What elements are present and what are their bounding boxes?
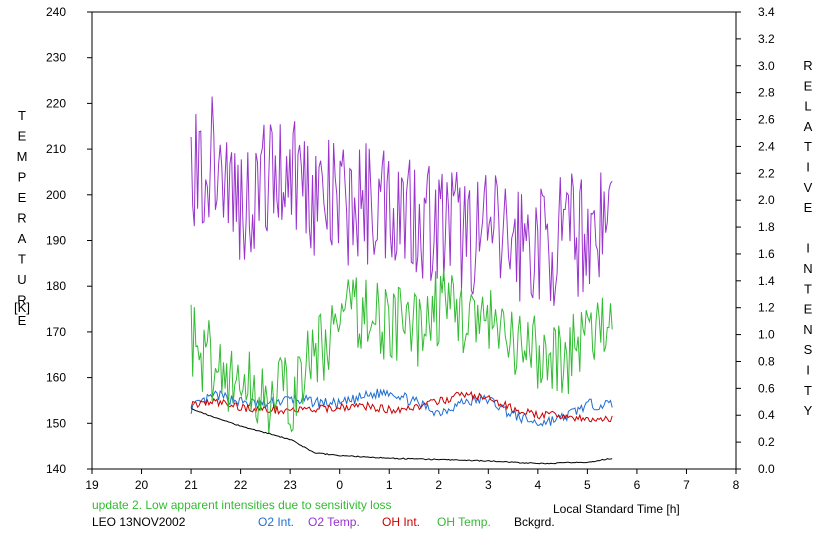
x-tick-label: 22	[234, 478, 248, 492]
y-right-label-letter: I	[806, 160, 810, 175]
legend-entry: Bckgrd.	[514, 515, 555, 529]
y-left-label-letter: A	[18, 231, 27, 246]
y-left-tick-label: 160	[46, 371, 66, 385]
y-right-label-letter: V	[804, 180, 813, 195]
y-right-tick-label: 3.0	[758, 59, 775, 73]
x-tick-label: 1	[386, 478, 393, 492]
x-tick-label: 2	[435, 478, 442, 492]
y-left-label-letter: T	[18, 252, 26, 267]
series-line	[191, 408, 613, 465]
y-right-tick-label: 3.2	[758, 32, 775, 46]
y-right-label-letter: N	[803, 261, 812, 276]
y-right-tick-label: 1.4	[758, 274, 775, 288]
y-left-label-letter: M	[17, 149, 28, 164]
y-left-label-letter: R	[17, 211, 26, 226]
y-left-tick-label: 180	[46, 279, 66, 293]
x-tick-label: 3	[485, 478, 492, 492]
series-line	[190, 268, 613, 434]
x-tick-label: 5	[584, 478, 591, 492]
y-left-label-letter: P	[18, 170, 27, 185]
station-text: LEO 13NOV2002	[92, 515, 186, 529]
y-right-tick-label: 1.8	[758, 220, 775, 234]
y-right-tick-label: 2.0	[758, 193, 775, 207]
x-tick-label: 7	[683, 478, 690, 492]
y-right-tick-label: 0.4	[758, 408, 775, 422]
x-tick-label: 23	[283, 478, 297, 492]
y-right-tick-label: 3.4	[758, 5, 775, 19]
y-right-label-letter: T	[804, 139, 812, 154]
y-left-label-letter: U	[17, 272, 26, 287]
x-tick-label: 8	[733, 478, 740, 492]
legend-entry: O2 Int.	[258, 515, 294, 529]
legend-entry: OH Int.	[382, 515, 420, 529]
y-right-label-letter: T	[804, 383, 812, 398]
axes: 19 20 21 22 23 0 1 2 3 4 5 6 7 8140150160170180190200…	[46, 5, 775, 492]
y-right-tick-label: 0.8	[758, 354, 775, 368]
y-right-tick-label: 1.6	[758, 247, 775, 261]
y-right-tick-label: 0.6	[758, 381, 775, 395]
y-left-label-letter: R	[17, 293, 26, 308]
y-right-label-letter: T	[804, 281, 812, 296]
series-group	[190, 96, 613, 465]
y-right-tick-label: 1.2	[758, 301, 775, 315]
legend-entry: O2 Temp.	[308, 515, 360, 529]
x-tick-label: 20	[135, 478, 149, 492]
y-right-label-letter: N	[803, 322, 812, 337]
y-right-label-letter: I	[806, 363, 810, 378]
y-left-unit: [K]	[14, 300, 30, 315]
x-axis-label: Local Standard Time [h]	[553, 502, 680, 516]
y-right-tick-label: 0.0	[758, 462, 775, 476]
x-tick-label: 19	[85, 478, 99, 492]
y-left-tick-label: 170	[46, 325, 66, 339]
y-right-label-letter: E	[804, 78, 813, 93]
y-left-label-letter: E	[18, 190, 27, 205]
y-left-tick-label: 190	[46, 234, 66, 248]
y-right-tick-label: 2.6	[758, 113, 775, 127]
y-right-tick-label: 1.0	[758, 328, 775, 342]
x-tick-label: 4	[535, 478, 542, 492]
y-right-label-letter: R	[803, 58, 812, 73]
x-tick-label: 21	[184, 478, 198, 492]
y-right-label-letter: A	[804, 119, 813, 134]
y-right-label-letter: I	[806, 241, 810, 256]
y-right-tick-label: 2.8	[758, 86, 775, 100]
note-text: update 2. Low apparent intensities due t…	[92, 498, 392, 512]
legend-entry: OH Temp.	[437, 515, 491, 529]
y-left-label-letter: T	[18, 108, 26, 123]
series-line	[190, 388, 613, 427]
y-right-label-letter: Y	[804, 403, 813, 418]
y-right-label-letter: E	[804, 200, 813, 215]
y-left-tick-label: 240	[46, 5, 66, 19]
y-left-tick-label: 210	[46, 142, 66, 156]
y-right-label-letter: E	[804, 302, 813, 317]
y-right-tick-label: 2.2	[758, 166, 775, 180]
y-right-tick-label: 0.2	[758, 435, 775, 449]
y-left-tick-label: 230	[46, 51, 66, 65]
y-right-tick-label: 2.4	[758, 139, 775, 153]
y-right-label-letter: L	[804, 99, 811, 114]
x-tick-label: 6	[634, 478, 641, 492]
series-line	[190, 96, 613, 306]
y-left-tick-label: 150	[46, 416, 66, 430]
y-right-label-letter: S	[804, 342, 813, 357]
y-left-label-letter: E	[18, 129, 27, 144]
x-tick-label: 0	[336, 478, 343, 492]
y-left-tick-label: 140	[46, 462, 66, 476]
y-left-tick-label: 220	[46, 96, 66, 110]
y-left-tick-label: 200	[46, 188, 66, 202]
y-left-label-letter: E	[18, 313, 27, 328]
